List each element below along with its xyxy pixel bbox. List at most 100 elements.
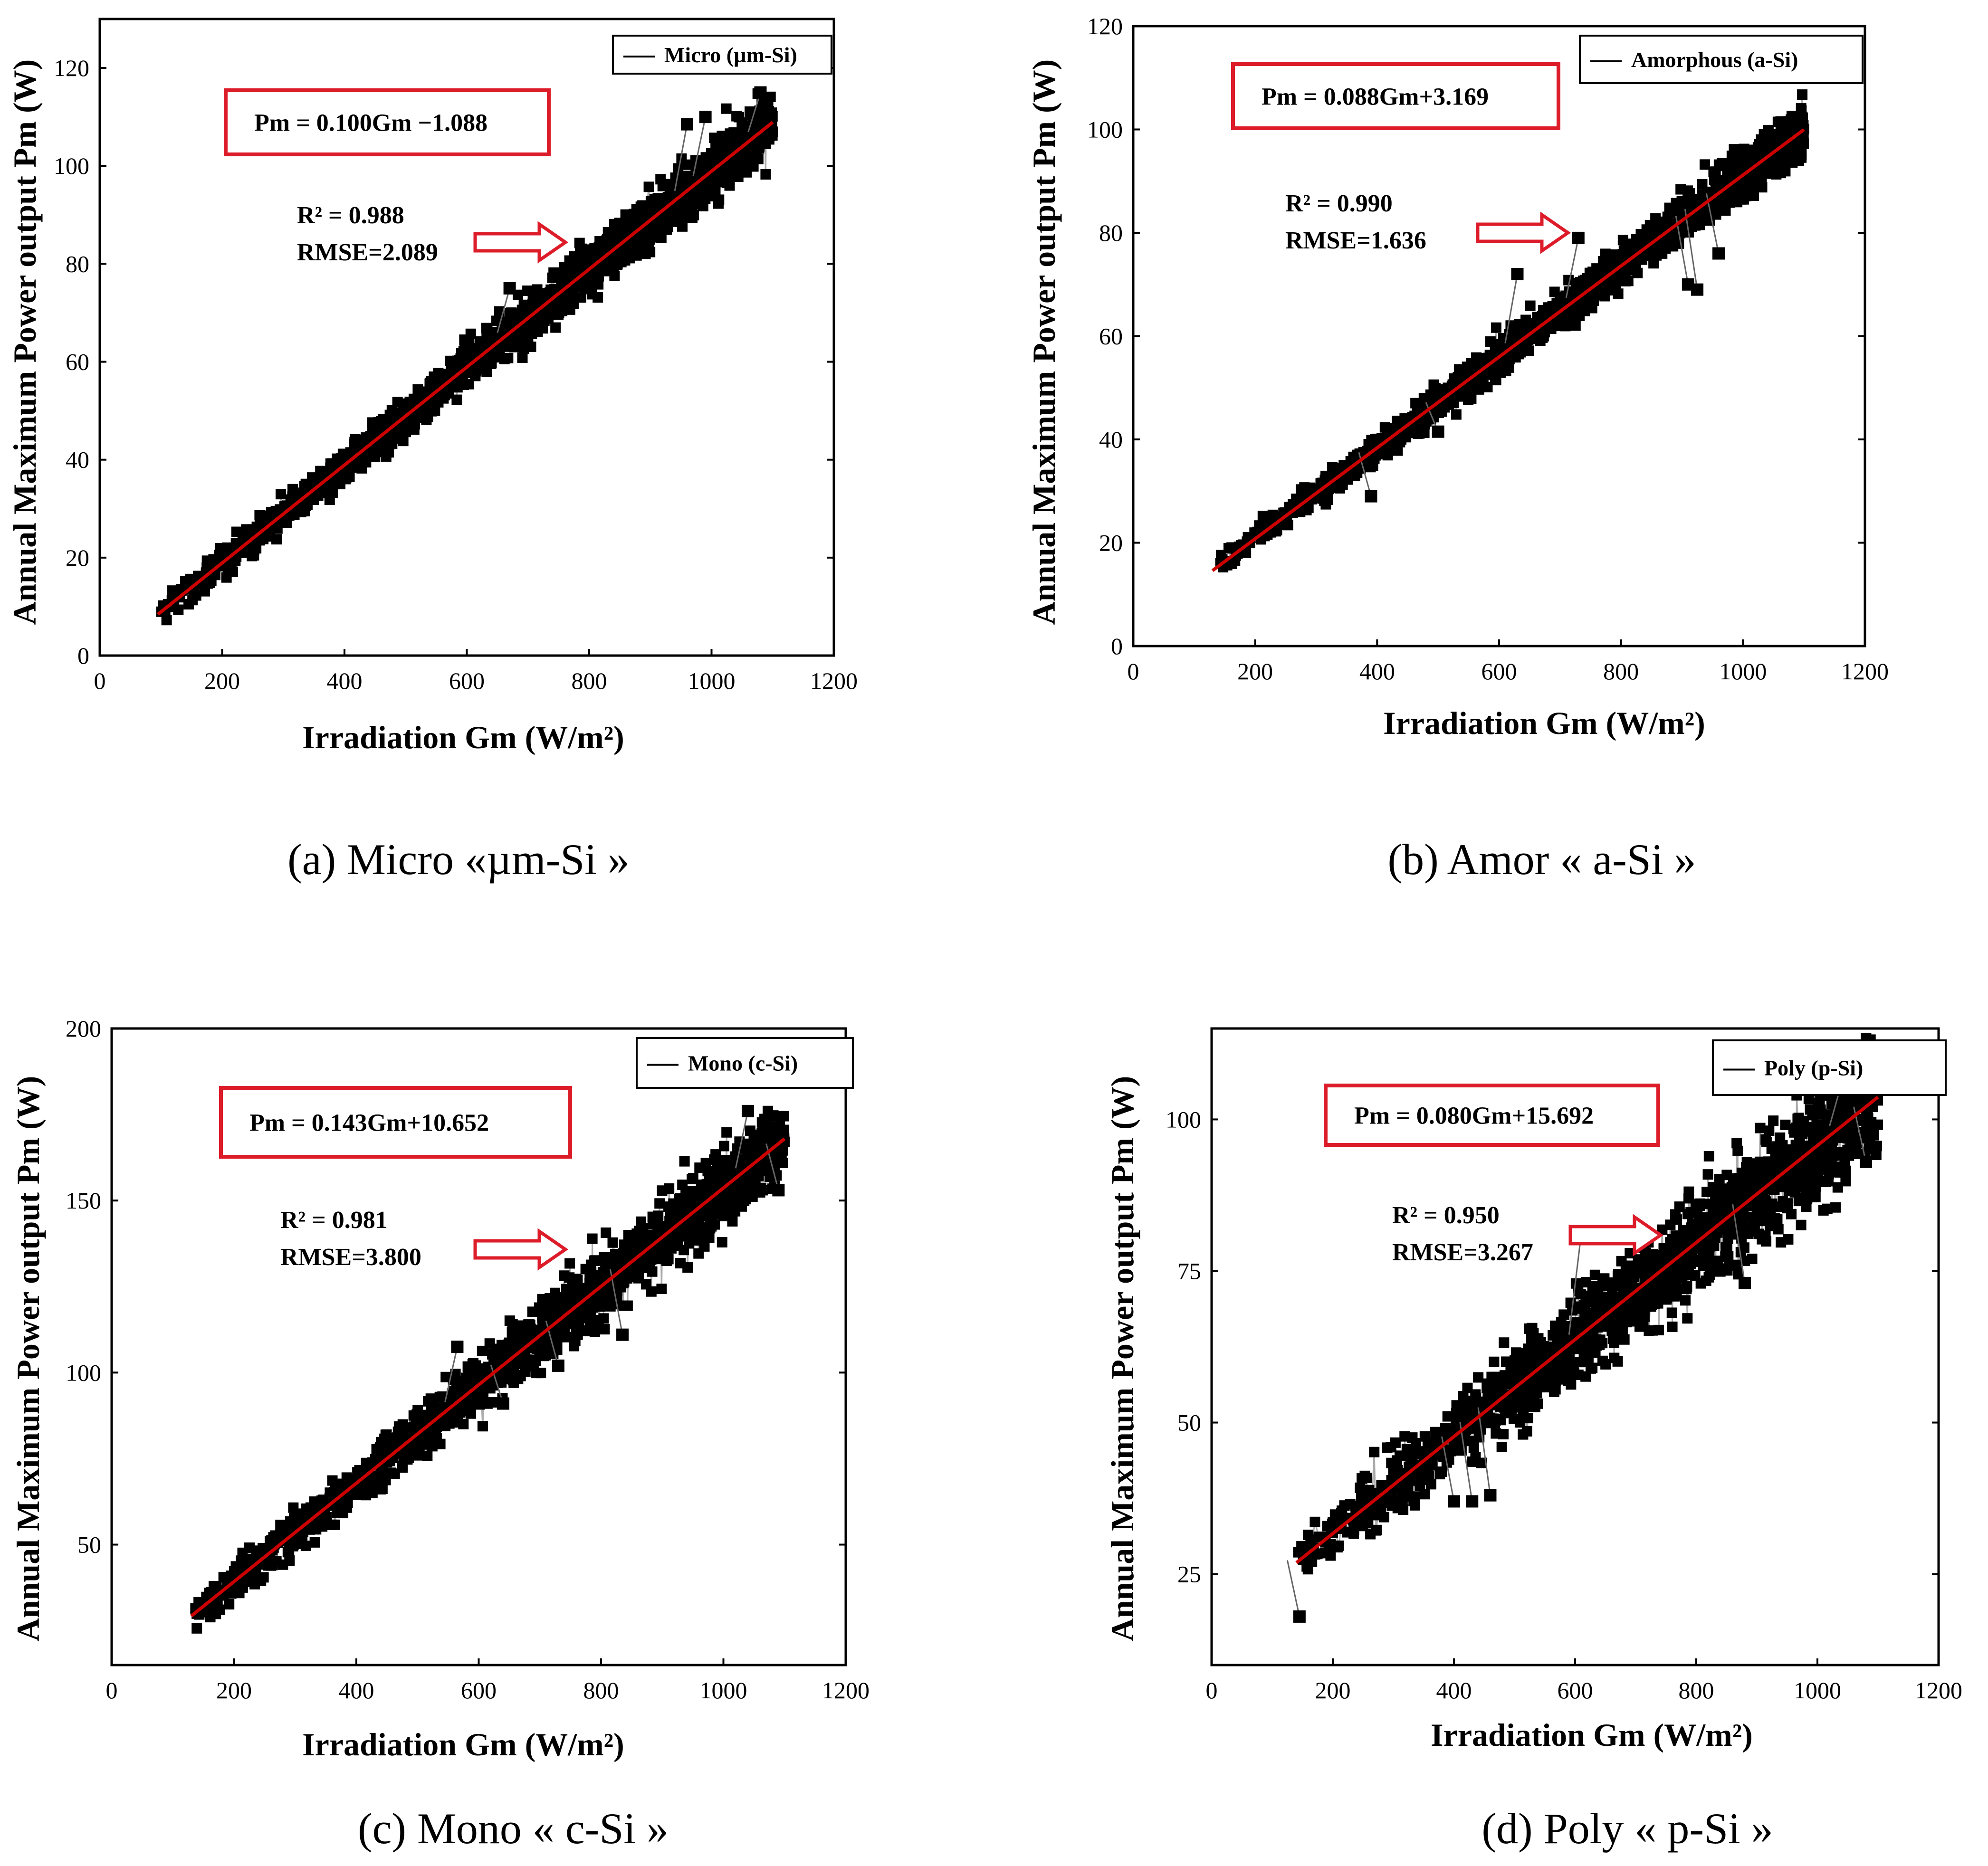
- data-point: [507, 1319, 518, 1330]
- outlier-point: [1572, 231, 1585, 244]
- x-tick-label: 1200: [822, 1677, 870, 1704]
- fit-line: [1211, 128, 1805, 572]
- data-point: [377, 1483, 388, 1494]
- data-point: [727, 1216, 738, 1227]
- x-tick-label: 200: [204, 667, 240, 694]
- outlier-point: [451, 1341, 464, 1353]
- data-point: [714, 194, 725, 205]
- data-point: [526, 342, 536, 352]
- data-point: [710, 185, 721, 196]
- x-tick-label: 400: [339, 1677, 374, 1704]
- data-point: [575, 292, 586, 303]
- data-point: [543, 313, 554, 324]
- data-point: [487, 1397, 497, 1408]
- outlier-connector: [1705, 193, 1720, 254]
- data-point: [767, 126, 778, 137]
- data-point: [1451, 409, 1462, 420]
- data-point: [1739, 143, 1749, 154]
- y-tick-label: 200: [66, 1015, 101, 1042]
- x-tick-label: 800: [1679, 1677, 1714, 1704]
- outlier-point: [1712, 247, 1725, 260]
- x-axis-label: Irradiation Gm (W/m²): [1383, 705, 1705, 741]
- outlier-point: [552, 1359, 564, 1372]
- x-tick-label: 600: [1481, 658, 1517, 685]
- legend-label: Mono (c-Si): [688, 1051, 798, 1076]
- data-point: [1491, 322, 1501, 333]
- x-tick-label: 400: [1436, 1677, 1472, 1704]
- data-point: [654, 1198, 665, 1209]
- x-tick-label: 0: [1128, 658, 1139, 685]
- data-point: [327, 487, 338, 498]
- data-point: [1241, 547, 1252, 558]
- data-point: [733, 171, 744, 182]
- outlier-connector: [1675, 216, 1689, 285]
- y-axis-label: Annual Maximum Power output Pm (W): [7, 59, 43, 625]
- x-tick-label: 1000: [1719, 658, 1767, 685]
- scatter-series: [190, 1104, 790, 1634]
- data-point: [1390, 1437, 1401, 1448]
- data-point: [646, 1286, 657, 1297]
- data-point: [1322, 494, 1333, 505]
- r2-text: R² = 0.990: [1285, 190, 1393, 217]
- legend-box: [1579, 35, 1864, 84]
- data-point: [593, 279, 604, 290]
- data-point: [1468, 1442, 1479, 1453]
- data-point: [677, 221, 688, 232]
- data-point: [1613, 288, 1624, 299]
- fit-line: [157, 121, 774, 616]
- y-tick-label: 60: [1099, 323, 1123, 350]
- outlier-point: [1432, 425, 1444, 438]
- data-point: [757, 1185, 768, 1196]
- data-point: [1720, 205, 1731, 216]
- outlier-point: [772, 1184, 785, 1197]
- legend-box: [612, 35, 832, 75]
- data-point: [765, 91, 776, 102]
- data-point: [647, 1266, 658, 1277]
- data-point: [191, 1623, 202, 1634]
- scatter-series: [1215, 89, 1809, 572]
- y-tick-label: 100: [54, 152, 89, 179]
- outlier-point: [497, 1397, 509, 1410]
- x-tick-label: 600: [461, 1677, 497, 1704]
- data-point: [1798, 138, 1809, 149]
- data-point: [275, 489, 286, 500]
- data-point: [414, 1449, 425, 1460]
- data-point: [778, 1111, 789, 1122]
- data-point: [1697, 179, 1708, 190]
- data-point: [271, 534, 282, 545]
- data-point: [1780, 166, 1791, 177]
- data-point: [300, 1541, 311, 1552]
- data-point: [656, 232, 667, 243]
- data-point: [1796, 149, 1807, 160]
- x-tick-label: 800: [572, 667, 607, 694]
- data-point: [760, 169, 771, 180]
- data-point: [664, 1183, 675, 1194]
- data-point: [1427, 1460, 1438, 1471]
- data-point: [1729, 144, 1740, 155]
- data-point: [465, 328, 476, 339]
- data-point: [1482, 381, 1493, 392]
- data-point: [589, 1326, 600, 1337]
- equation-text: Pm = 0.088Gm+3.169: [1262, 84, 1489, 111]
- y-tick-label: 75: [1177, 1257, 1201, 1284]
- panel-caption: (b) Amor « a-Si »: [1387, 835, 1696, 884]
- equation-box: [1231, 62, 1560, 130]
- data-point: [1623, 276, 1634, 286]
- data-point: [481, 366, 492, 377]
- data-point: [1303, 502, 1314, 513]
- outlier-connector: [1565, 238, 1579, 298]
- data-point: [1525, 300, 1536, 311]
- r2-text: R² = 0.988: [297, 202, 404, 229]
- legend-label: Micro (µm-Si): [664, 43, 797, 67]
- outlier-point: [1511, 268, 1524, 280]
- y-tick-label: 80: [66, 250, 89, 277]
- data-point: [645, 247, 656, 257]
- data-point: [435, 1438, 446, 1449]
- data-point: [643, 181, 654, 192]
- data-point: [1426, 1479, 1437, 1490]
- data-point: [1436, 1466, 1447, 1477]
- data-point: [1673, 238, 1684, 249]
- data-point: [753, 153, 764, 164]
- y-tick-label: 0: [1111, 633, 1123, 659]
